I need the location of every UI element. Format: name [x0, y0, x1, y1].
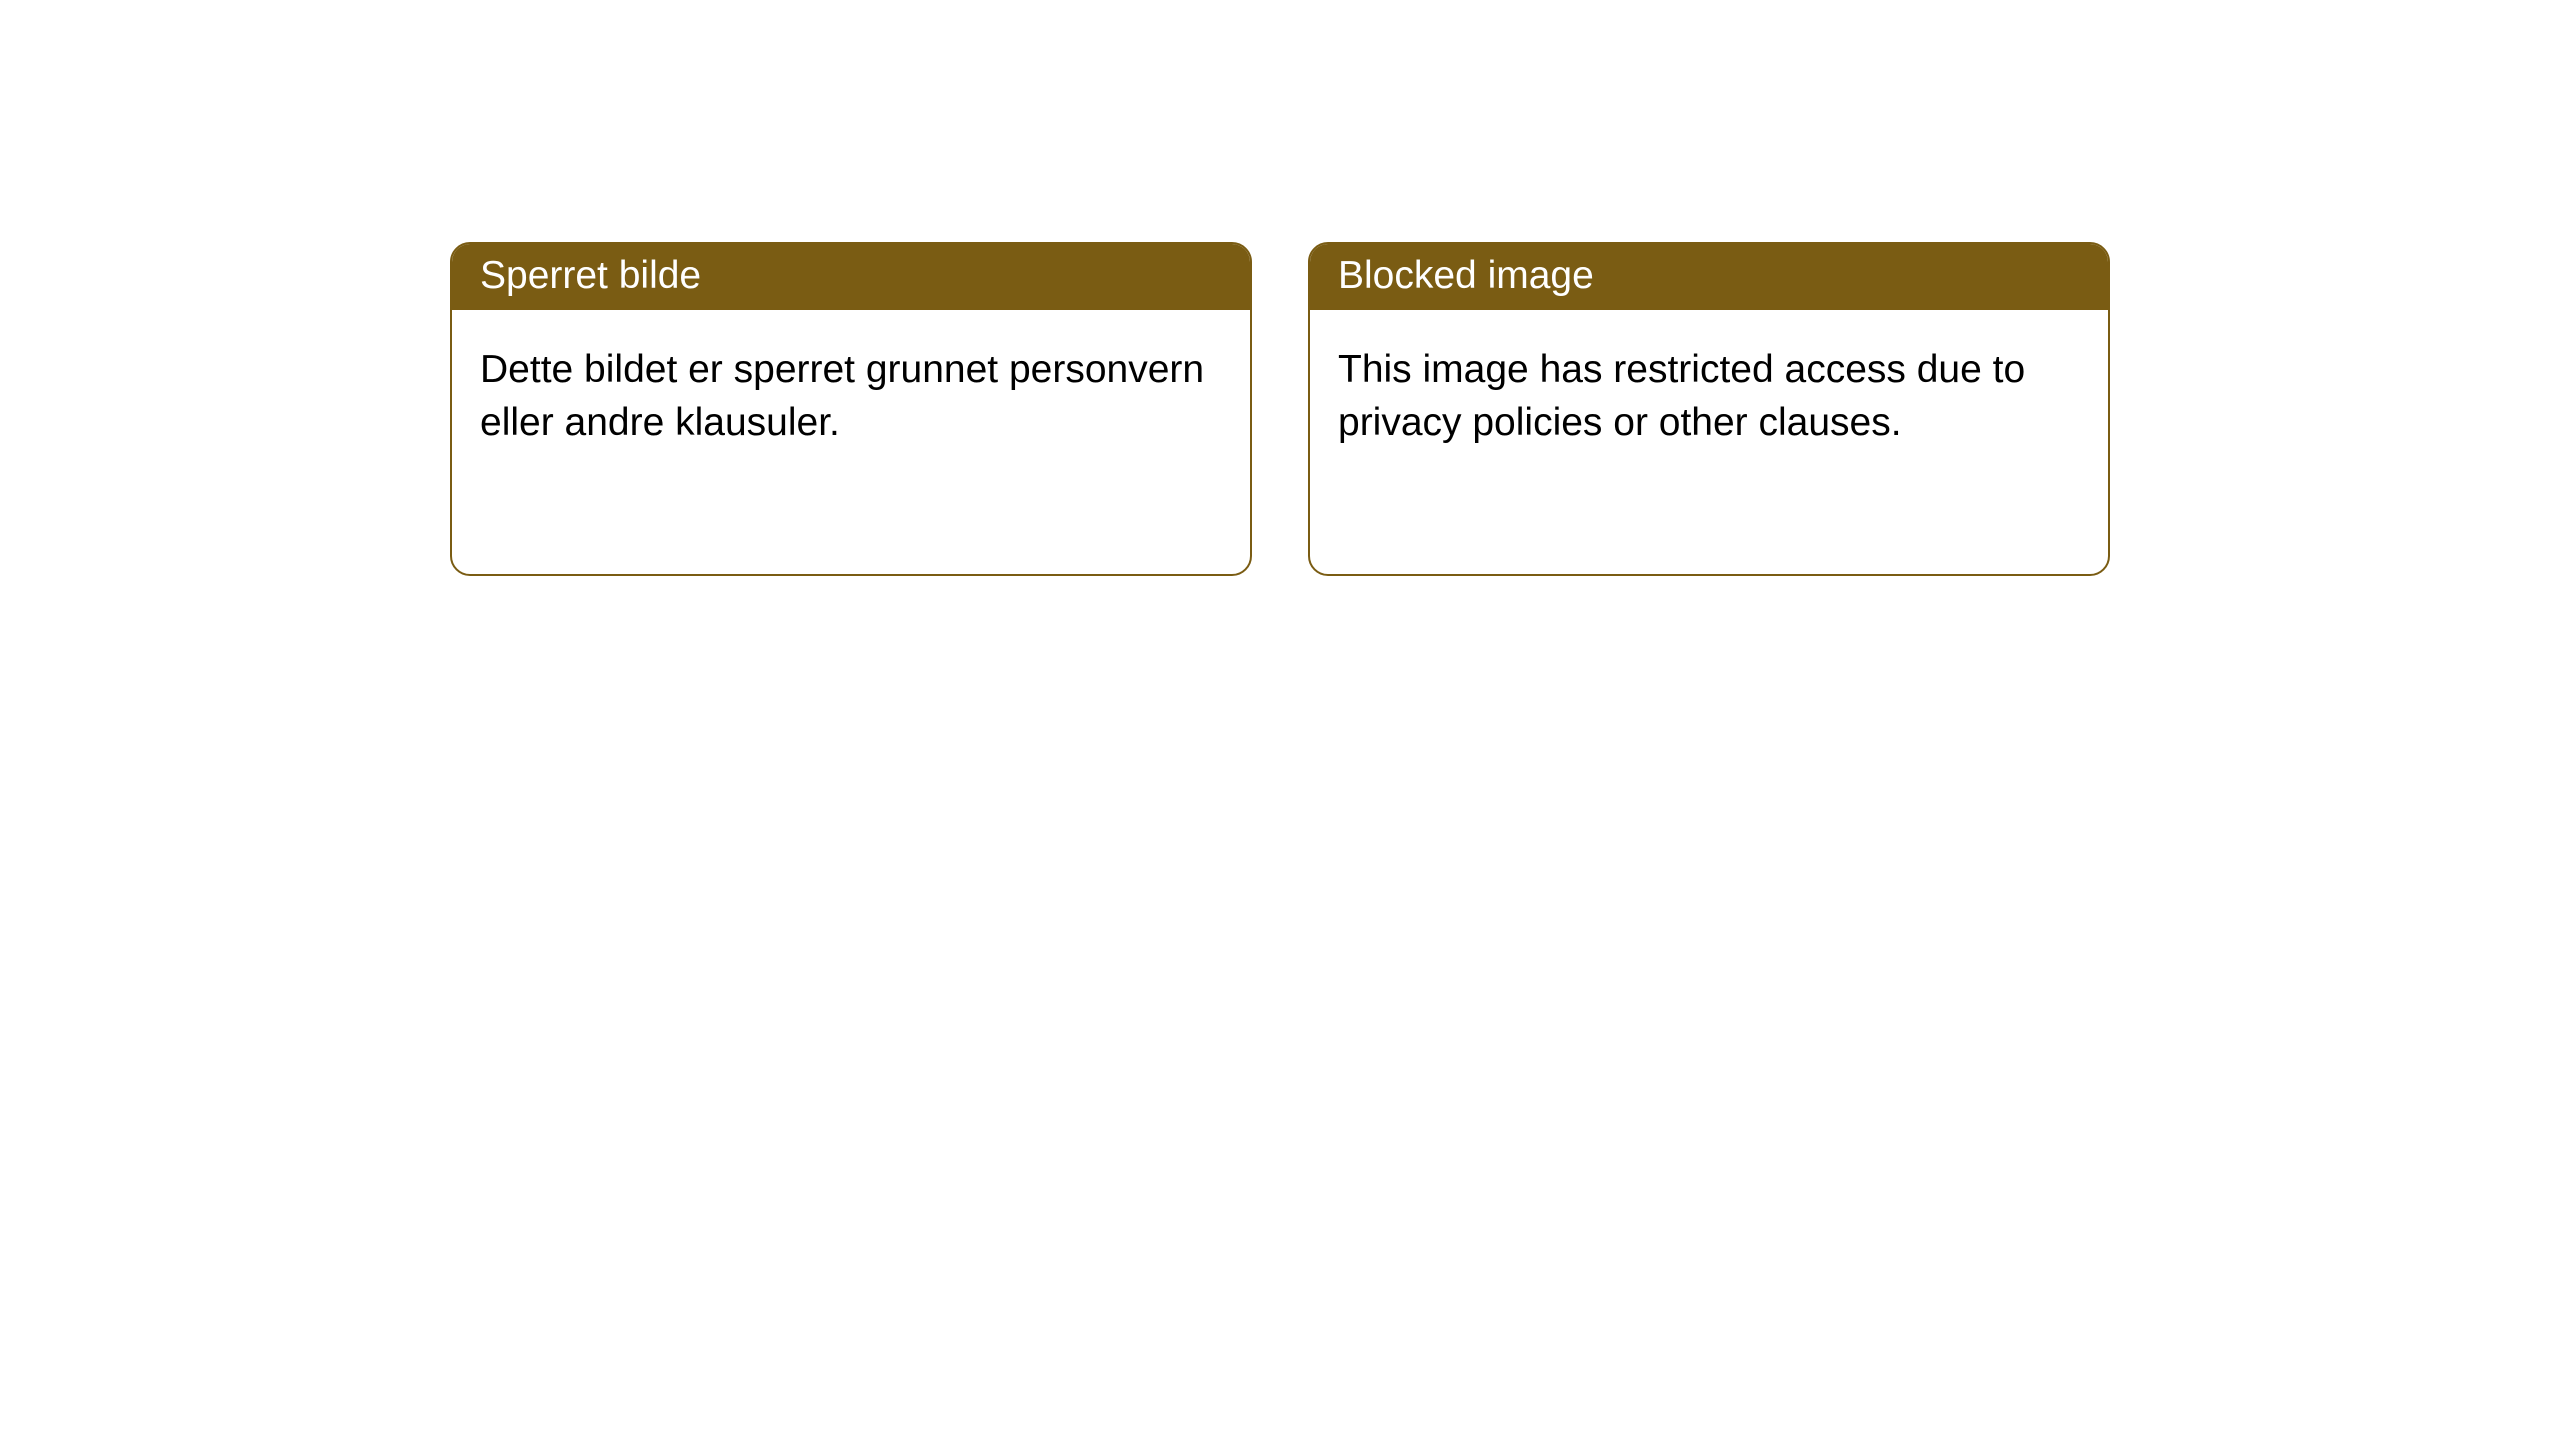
notice-card-en: Blocked image This image has restricted …	[1308, 242, 2110, 576]
notice-header: Sperret bilde	[452, 244, 1250, 310]
notice-body: Dette bildet er sperret grunnet personve…	[452, 310, 1250, 483]
notice-body: This image has restricted access due to …	[1310, 310, 2108, 483]
notice-body-text: Dette bildet er sperret grunnet personve…	[480, 348, 1204, 444]
notice-title: Blocked image	[1338, 254, 1594, 297]
notice-container: Sperret bilde Dette bildet er sperret gr…	[0, 0, 2560, 576]
notice-card-no: Sperret bilde Dette bildet er sperret gr…	[450, 242, 1252, 576]
notice-body-text: This image has restricted access due to …	[1338, 348, 2025, 444]
notice-title: Sperret bilde	[480, 254, 701, 297]
notice-header: Blocked image	[1310, 244, 2108, 310]
